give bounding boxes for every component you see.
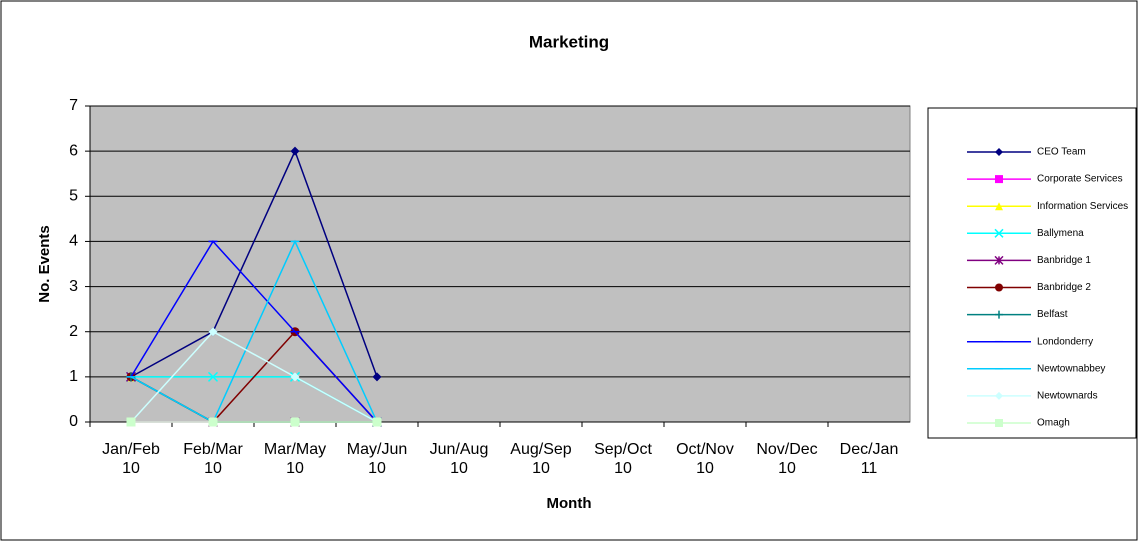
plot-area bbox=[89, 105, 911, 423]
marker bbox=[995, 310, 1003, 319]
y-tick-label: 4 bbox=[69, 233, 78, 250]
y-tick-label: 5 bbox=[69, 188, 78, 205]
series-line bbox=[130, 239, 378, 424]
marker bbox=[208, 417, 218, 427]
y-tick-label: 7 bbox=[69, 97, 78, 114]
x-axis-title: Month bbox=[547, 495, 592, 512]
marker-shape bbox=[995, 391, 1003, 400]
marker bbox=[126, 417, 136, 427]
marker-shape bbox=[290, 372, 300, 382]
x-tick-label: Jan/Feb 10 bbox=[102, 441, 160, 477]
legend-label: Londonderry bbox=[1037, 336, 1093, 347]
chart-title: Marketing bbox=[529, 32, 609, 51]
legend-label: Information Services bbox=[1037, 201, 1128, 212]
marker-shape bbox=[995, 419, 1003, 427]
x-tick-label: Feb/Mar 10 bbox=[183, 441, 243, 477]
marker-shape bbox=[126, 417, 136, 427]
legend-label: Corporate Services bbox=[1037, 174, 1123, 185]
marker-shape bbox=[994, 255, 1004, 265]
marker bbox=[995, 202, 1003, 211]
marker-shape bbox=[208, 327, 218, 337]
x-tick-label: Dec/Jan 11 bbox=[839, 441, 899, 477]
legend-label: Newtownabbey bbox=[1037, 363, 1105, 374]
marker bbox=[290, 417, 300, 427]
y-tick-label: 2 bbox=[69, 323, 78, 340]
legend-label: Banbridge 1 bbox=[1037, 255, 1091, 266]
marker bbox=[994, 255, 1004, 265]
legend bbox=[927, 107, 1137, 439]
marker bbox=[372, 417, 382, 427]
y-tick-label: 1 bbox=[69, 368, 78, 385]
y-tick-label: 3 bbox=[69, 278, 78, 295]
x-tick-label: Aug/Sep 10 bbox=[510, 441, 572, 477]
marker-shape bbox=[207, 371, 219, 382]
x-tick-label: Oct/Nov 10 bbox=[676, 441, 734, 477]
x-tick-label: May/Jun 10 bbox=[346, 441, 408, 477]
marker-shape bbox=[995, 202, 1003, 211]
series-line bbox=[130, 149, 378, 378]
marker bbox=[995, 419, 1003, 427]
marker bbox=[995, 148, 1003, 156]
x-tick-label: Sep/Oct 10 bbox=[594, 441, 652, 477]
series-line bbox=[130, 240, 378, 423]
y-tick-label: 0 bbox=[69, 413, 78, 430]
marker-shape bbox=[995, 310, 1003, 319]
x-tick-label: Jun/Aug 10 bbox=[429, 441, 489, 477]
marker bbox=[995, 283, 1003, 292]
legend-label: Omagh bbox=[1037, 418, 1070, 429]
legend-label: Belfast bbox=[1037, 309, 1068, 320]
x-tick-label: Nov/Dec 10 bbox=[756, 441, 818, 477]
marker bbox=[207, 371, 219, 382]
marker-shape bbox=[995, 175, 1003, 184]
legend-label: Newtownards bbox=[1037, 391, 1098, 402]
series-line bbox=[130, 330, 378, 423]
marker-shape bbox=[372, 417, 382, 427]
x-tick-label: Mar/May 10 bbox=[263, 441, 327, 477]
marker-shape bbox=[208, 417, 218, 427]
legend-label: CEO Team bbox=[1037, 147, 1086, 158]
marker-shape bbox=[995, 283, 1003, 292]
marker-shape bbox=[290, 146, 300, 156]
marker bbox=[372, 372, 382, 382]
marker bbox=[995, 175, 1003, 184]
marker bbox=[995, 391, 1003, 400]
marker bbox=[208, 327, 218, 337]
legend-label: Banbridge 2 bbox=[1037, 282, 1091, 293]
marker-shape bbox=[995, 148, 1003, 156]
marker bbox=[290, 146, 300, 156]
marker-shape bbox=[290, 417, 300, 427]
marker-shape bbox=[994, 228, 1004, 238]
y-axis-title: No. Events bbox=[36, 225, 53, 303]
marker bbox=[290, 372, 300, 382]
marker bbox=[994, 228, 1004, 238]
y-tick-label: 6 bbox=[69, 142, 78, 159]
legend-label: Ballymena bbox=[1037, 228, 1084, 239]
marker-shape bbox=[372, 372, 382, 382]
